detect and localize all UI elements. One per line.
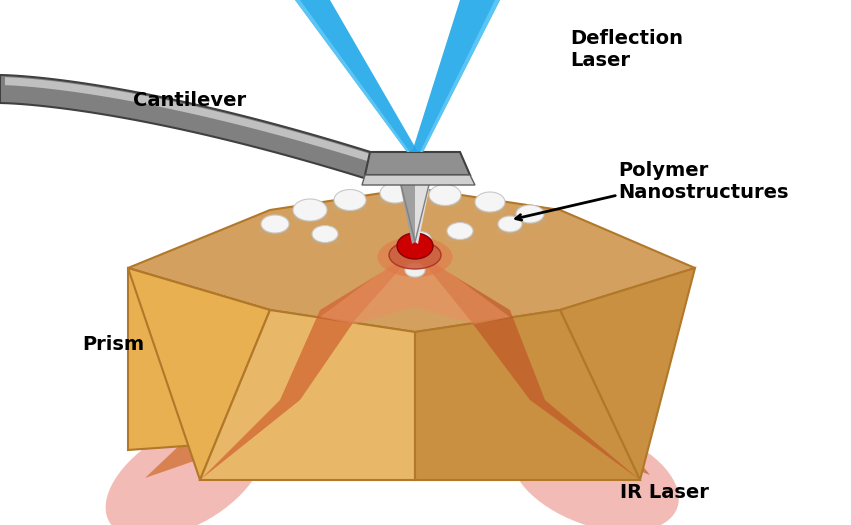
Ellipse shape — [514, 217, 546, 225]
Ellipse shape — [429, 184, 461, 205]
Polygon shape — [128, 268, 270, 450]
Ellipse shape — [447, 223, 473, 239]
Ellipse shape — [397, 233, 433, 259]
Polygon shape — [295, 0, 410, 152]
Polygon shape — [200, 252, 415, 480]
Ellipse shape — [498, 216, 522, 232]
Ellipse shape — [511, 424, 679, 525]
Polygon shape — [128, 188, 695, 332]
Ellipse shape — [261, 215, 289, 233]
Polygon shape — [395, 160, 415, 244]
Text: IR Laser: IR Laser — [620, 482, 709, 501]
Ellipse shape — [334, 190, 366, 211]
Polygon shape — [560, 268, 695, 480]
Polygon shape — [200, 310, 415, 480]
Polygon shape — [5, 77, 375, 163]
Ellipse shape — [332, 204, 368, 212]
Ellipse shape — [516, 205, 544, 223]
Text: Polymer
Nanostructures: Polymer Nanostructures — [618, 162, 789, 203]
Polygon shape — [295, 0, 418, 152]
Polygon shape — [415, 310, 640, 480]
Ellipse shape — [378, 197, 412, 205]
Text: Deflection
Laser: Deflection Laser — [570, 29, 683, 70]
Ellipse shape — [475, 192, 505, 212]
Ellipse shape — [259, 227, 291, 235]
Polygon shape — [320, 247, 510, 324]
Ellipse shape — [378, 237, 453, 277]
Polygon shape — [362, 175, 475, 185]
Polygon shape — [365, 152, 470, 175]
Polygon shape — [412, 0, 500, 152]
Polygon shape — [420, 0, 500, 152]
Ellipse shape — [310, 237, 340, 245]
Text: Prism: Prism — [82, 335, 144, 354]
Ellipse shape — [473, 206, 507, 214]
Polygon shape — [415, 252, 650, 475]
Ellipse shape — [445, 234, 475, 242]
Ellipse shape — [496, 227, 524, 235]
Ellipse shape — [291, 214, 329, 222]
Ellipse shape — [106, 418, 265, 525]
Ellipse shape — [312, 226, 338, 243]
Ellipse shape — [389, 241, 441, 269]
Polygon shape — [128, 268, 270, 480]
Ellipse shape — [293, 199, 327, 221]
Ellipse shape — [380, 183, 410, 203]
Ellipse shape — [405, 263, 425, 277]
Polygon shape — [145, 252, 415, 478]
Ellipse shape — [409, 232, 431, 247]
Polygon shape — [0, 75, 380, 183]
Ellipse shape — [427, 199, 463, 207]
Polygon shape — [415, 252, 640, 480]
Ellipse shape — [407, 241, 433, 249]
Polygon shape — [415, 160, 435, 244]
Text: Cantilever: Cantilever — [134, 90, 247, 110]
